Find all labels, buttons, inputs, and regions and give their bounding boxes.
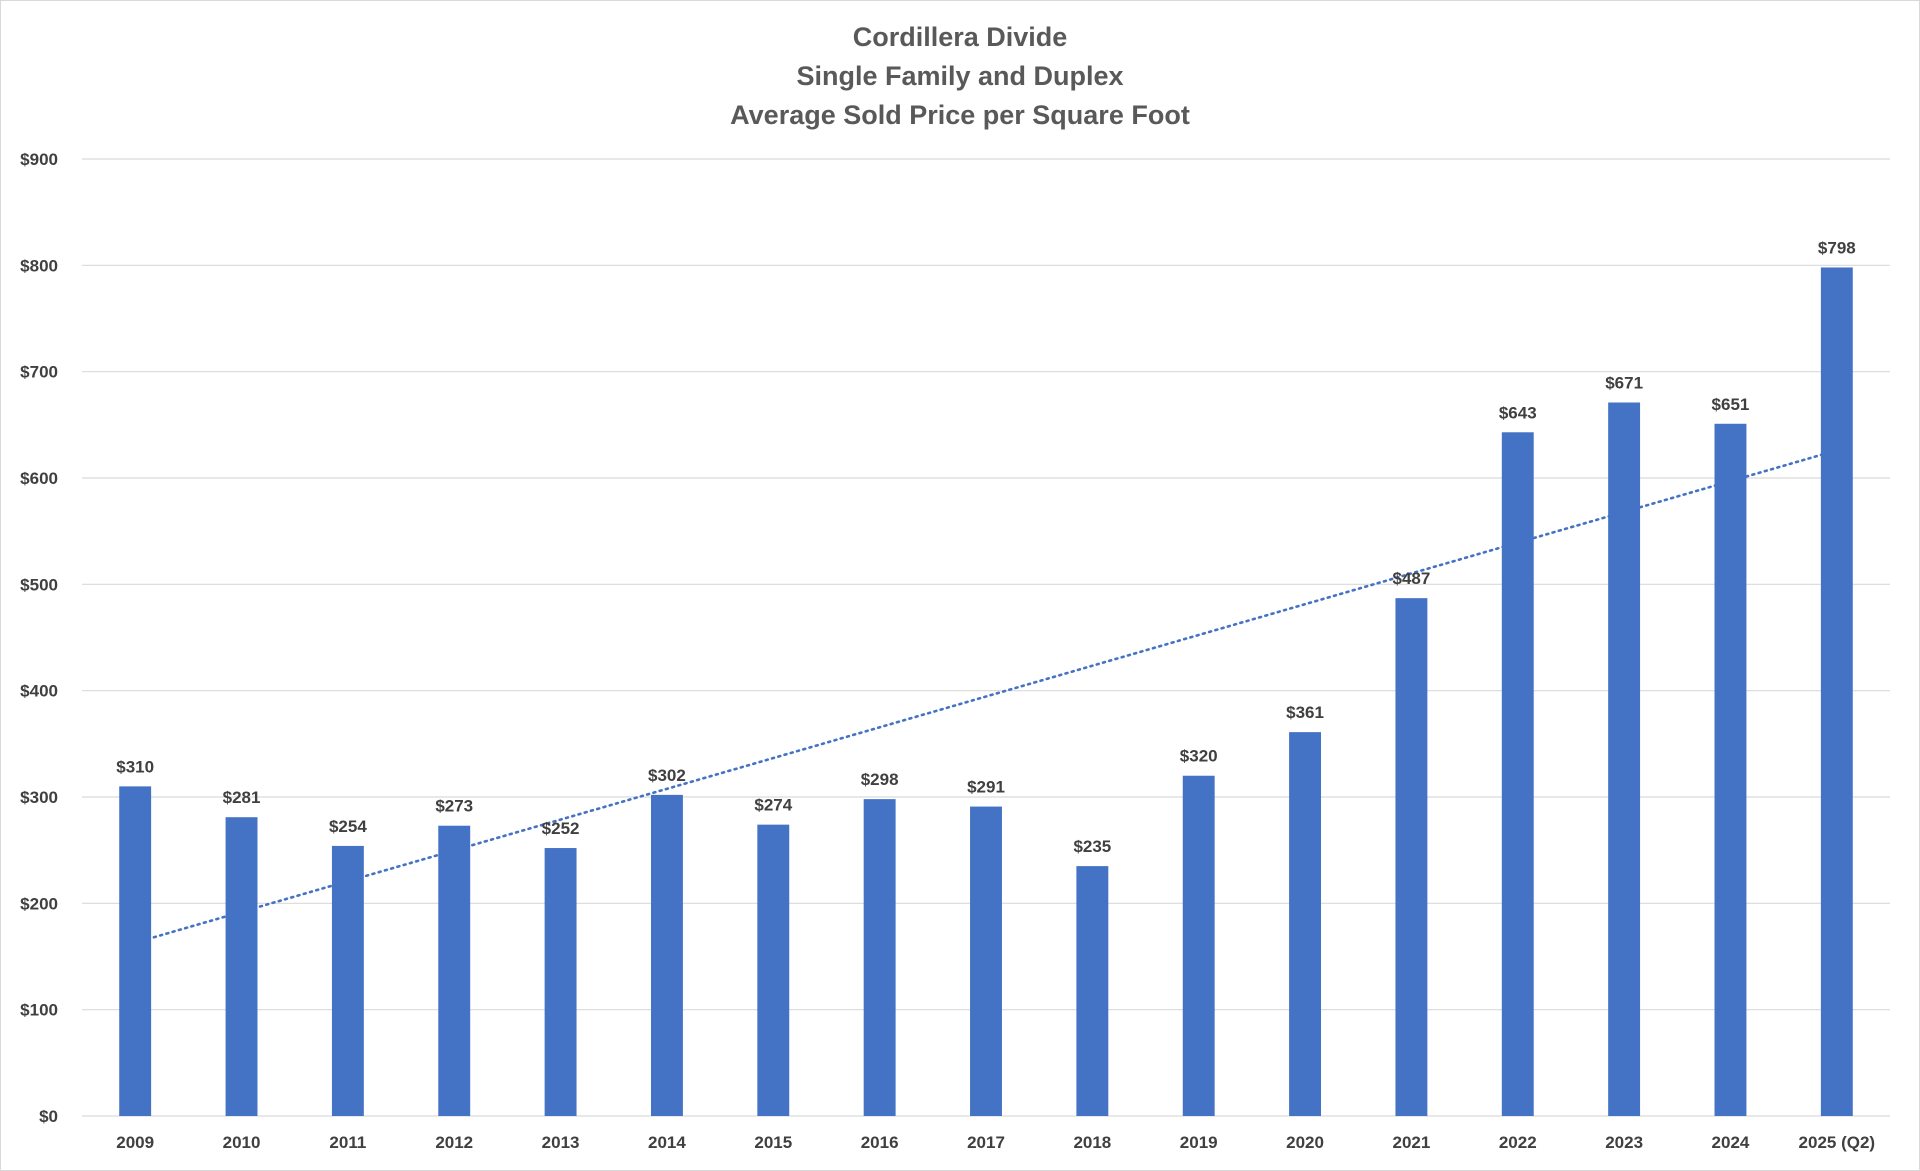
x-tick-label: 2015 xyxy=(754,1133,792,1152)
y-tick-label: $400 xyxy=(20,682,58,701)
bar-2012 xyxy=(438,825,471,1116)
bar-2019 xyxy=(1182,775,1215,1116)
bar-2013 xyxy=(544,848,577,1116)
data-label: $651 xyxy=(1712,395,1750,414)
bar-2016 xyxy=(863,799,896,1116)
x-tick-label: 2021 xyxy=(1392,1133,1430,1152)
data-label: $291 xyxy=(967,778,1005,797)
data-label: $252 xyxy=(542,819,580,838)
bar-2022 xyxy=(1501,432,1534,1116)
y-tick-label: $0 xyxy=(39,1107,58,1126)
y-tick-label: $500 xyxy=(20,575,58,594)
chart-title-line-1: Cordillera Divide xyxy=(852,22,1068,52)
y-tick-label: $300 xyxy=(20,788,58,807)
x-tick-label: 2013 xyxy=(542,1133,580,1152)
data-label: $274 xyxy=(754,796,792,815)
bar-2023 xyxy=(1608,402,1641,1117)
data-labels: $310 $281 $254 $273 $252 $302 $274 $298 $291 $235… xyxy=(116,238,1855,856)
x-tick-label: 2022 xyxy=(1499,1133,1537,1152)
y-axis-tick-labels: $0 $100 $200 $300 $400 $500 $600 $700 $800 $900 xyxy=(20,150,58,1126)
y-tick-label: $100 xyxy=(20,1001,58,1020)
x-tick-label: 2025 (Q2) xyxy=(1799,1133,1876,1152)
bar-2021 xyxy=(1395,598,1428,1116)
x-tick-label: 2020 xyxy=(1286,1133,1324,1152)
data-label: $643 xyxy=(1499,403,1537,422)
bars xyxy=(119,267,1853,1117)
chart-title-line-3: Average Sold Price per Square Foot xyxy=(730,100,1190,130)
x-tick-label: 2012 xyxy=(435,1133,473,1152)
data-label: $281 xyxy=(223,788,261,807)
bar-2009 xyxy=(119,786,152,1116)
data-label: $798 xyxy=(1818,238,1856,257)
y-tick-label: $900 xyxy=(20,150,58,169)
data-label: $671 xyxy=(1605,374,1643,393)
trendline xyxy=(133,449,1839,944)
x-tick-label: 2023 xyxy=(1605,1133,1643,1152)
bar-2014 xyxy=(650,794,683,1116)
data-label: $361 xyxy=(1286,703,1324,722)
bar-2018 xyxy=(1076,866,1109,1116)
data-label: $298 xyxy=(861,770,899,789)
data-label: $235 xyxy=(1073,837,1111,856)
chart-title-line-2: Single Family and Duplex xyxy=(796,61,1124,91)
data-label: $310 xyxy=(116,757,154,776)
x-tick-label: 2024 xyxy=(1712,1133,1750,1152)
x-tick-label: 2014 xyxy=(648,1133,686,1152)
bar-2010 xyxy=(225,817,258,1116)
bar-2024 xyxy=(1714,423,1747,1116)
bar-2017 xyxy=(970,806,1002,1116)
chart-title: Cordillera Divide Single Family and Dupl… xyxy=(0,18,1920,135)
bar-2020 xyxy=(1289,732,1322,1116)
x-tick-label: 2011 xyxy=(329,1133,366,1152)
x-tick-label: 2009 xyxy=(116,1133,154,1152)
data-label: $302 xyxy=(648,766,686,785)
x-tick-label: 2019 xyxy=(1180,1133,1218,1152)
x-tick-label: 2010 xyxy=(223,1133,261,1152)
bar-2015 xyxy=(757,824,790,1116)
x-tick-label: 2017 xyxy=(967,1133,1005,1152)
x-tick-label: 2016 xyxy=(861,1133,899,1152)
y-tick-label: $200 xyxy=(20,894,58,913)
data-label: $320 xyxy=(1180,747,1218,766)
data-label: $254 xyxy=(329,817,367,836)
bar-2011 xyxy=(331,845,364,1116)
y-tick-label: $600 xyxy=(20,469,58,488)
x-axis-tick-labels: 2009 2010 2011 2012 2013 2014 2015 2016 2017 2018… xyxy=(116,1133,1875,1152)
y-tick-label: $700 xyxy=(20,363,58,382)
data-label: $487 xyxy=(1392,569,1430,588)
x-tick-label: 2018 xyxy=(1073,1133,1111,1152)
data-label: $273 xyxy=(435,797,473,816)
trendline-group xyxy=(133,449,1839,944)
y-tick-label: $800 xyxy=(20,256,58,275)
bar-2025-Q2 xyxy=(1820,267,1853,1117)
